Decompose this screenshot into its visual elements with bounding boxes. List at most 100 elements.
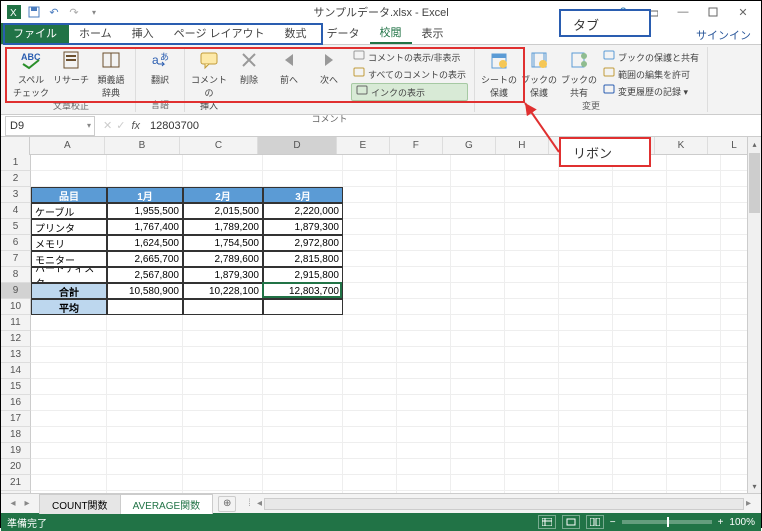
cell-D9[interactable]: 12,803,700 [263, 283, 343, 299]
cell-F6[interactable] [397, 235, 451, 251]
cell-J7[interactable] [613, 251, 667, 267]
cell-K11[interactable] [667, 315, 721, 331]
cell-D16[interactable] [263, 395, 343, 411]
page-layout-view-button[interactable] [562, 515, 580, 529]
cell-D19[interactable] [263, 443, 343, 459]
cell-G18[interactable] [451, 427, 505, 443]
cell-B18[interactable] [107, 427, 183, 443]
cell-K15[interactable] [667, 379, 721, 395]
cell-I17[interactable] [559, 411, 613, 427]
cell-B4[interactable]: 1,955,500 [107, 203, 183, 219]
cell-F5[interactable] [397, 219, 451, 235]
cell-G11[interactable] [451, 315, 505, 331]
cell-A9[interactable]: 合計 [31, 283, 107, 299]
cell-E18[interactable] [343, 427, 397, 443]
cell-A18[interactable] [31, 427, 107, 443]
cell-J6[interactable] [613, 235, 667, 251]
cell-I18[interactable] [559, 427, 613, 443]
cell-G22[interactable] [451, 491, 505, 493]
cell-C12[interactable] [183, 331, 263, 347]
cell-C11[interactable] [183, 315, 263, 331]
cell-E12[interactable] [343, 331, 397, 347]
row-header-11[interactable]: 11 [1, 315, 31, 331]
cell-C17[interactable] [183, 411, 263, 427]
cell-B9[interactable]: 10,580,900 [107, 283, 183, 299]
cell-G5[interactable] [451, 219, 505, 235]
cell-J19[interactable] [613, 443, 667, 459]
cell-A12[interactable] [31, 331, 107, 347]
cell-K12[interactable] [667, 331, 721, 347]
cell-D12[interactable] [263, 331, 343, 347]
cell-I9[interactable] [559, 283, 613, 299]
cell-K10[interactable] [667, 299, 721, 315]
cell-B6[interactable]: 1,624,500 [107, 235, 183, 251]
cell-C10[interactable] [183, 299, 263, 315]
cell-D8[interactable]: 2,915,800 [263, 267, 343, 283]
cell-D4[interactable]: 2,220,000 [263, 203, 343, 219]
cell-E21[interactable] [343, 475, 397, 491]
cell-G19[interactable] [451, 443, 505, 459]
cell-K18[interactable] [667, 427, 721, 443]
cell-I14[interactable] [559, 363, 613, 379]
row-header-12[interactable]: 12 [1, 331, 31, 347]
zoom-out-button[interactable]: − [610, 517, 616, 528]
row-header-9[interactable]: 9 [1, 283, 31, 299]
cell-F14[interactable] [397, 363, 451, 379]
cell-F18[interactable] [397, 427, 451, 443]
cell-D20[interactable] [263, 459, 343, 475]
cell-G8[interactable] [451, 267, 505, 283]
cell-F12[interactable] [397, 331, 451, 347]
cell-K6[interactable] [667, 235, 721, 251]
cell-G4[interactable] [451, 203, 505, 219]
cell-K20[interactable] [667, 459, 721, 475]
cell-K21[interactable] [667, 475, 721, 491]
hscroll-right-icon[interactable]: ▸ [744, 498, 753, 509]
cell-H17[interactable] [505, 411, 559, 427]
cell-C8[interactable]: 1,879,300 [183, 267, 263, 283]
cell-F21[interactable] [397, 475, 451, 491]
cell-J18[interactable] [613, 427, 667, 443]
cell-B20[interactable] [107, 459, 183, 475]
cell-D7[interactable]: 2,815,800 [263, 251, 343, 267]
cell-F8[interactable] [397, 267, 451, 283]
cell-C6[interactable]: 1,754,500 [183, 235, 263, 251]
cell-A10[interactable]: 平均 [31, 299, 107, 315]
row-header-4[interactable]: 4 [1, 203, 31, 219]
row-header-17[interactable]: 17 [1, 411, 31, 427]
cell-D6[interactable]: 2,972,800 [263, 235, 343, 251]
cell-K17[interactable] [667, 411, 721, 427]
cell-F9[interactable] [397, 283, 451, 299]
cell-D14[interactable] [263, 363, 343, 379]
cell-I13[interactable] [559, 347, 613, 363]
cell-I10[interactable] [559, 299, 613, 315]
cell-H7[interactable] [505, 251, 559, 267]
cell-J4[interactable] [613, 203, 667, 219]
cell-E17[interactable] [343, 411, 397, 427]
zoom-level[interactable]: 100% [729, 517, 755, 528]
cell-I6[interactable] [559, 235, 613, 251]
cell-B16[interactable] [107, 395, 183, 411]
cell-C16[interactable] [183, 395, 263, 411]
cell-F22[interactable] [397, 491, 451, 493]
cell-C14[interactable] [183, 363, 263, 379]
zoom-slider[interactable] [622, 520, 712, 524]
cell-H19[interactable] [505, 443, 559, 459]
cell-F15[interactable] [397, 379, 451, 395]
cell-K7[interactable] [667, 251, 721, 267]
cell-D13[interactable] [263, 347, 343, 363]
cell-J13[interactable] [613, 347, 667, 363]
cell-D15[interactable] [263, 379, 343, 395]
cell-F20[interactable] [397, 459, 451, 475]
cell-I22[interactable] [559, 491, 613, 493]
cell-K5[interactable] [667, 219, 721, 235]
cell-E4[interactable] [343, 203, 397, 219]
cell-G17[interactable] [451, 411, 505, 427]
cell-J10[interactable] [613, 299, 667, 315]
row-header-16[interactable]: 16 [1, 395, 31, 411]
cell-E15[interactable] [343, 379, 397, 395]
horizontal-scrollbar[interactable] [264, 498, 744, 510]
cell-D11[interactable] [263, 315, 343, 331]
cell-G15[interactable] [451, 379, 505, 395]
row-header-13[interactable]: 13 [1, 347, 31, 363]
cell-A14[interactable] [31, 363, 107, 379]
